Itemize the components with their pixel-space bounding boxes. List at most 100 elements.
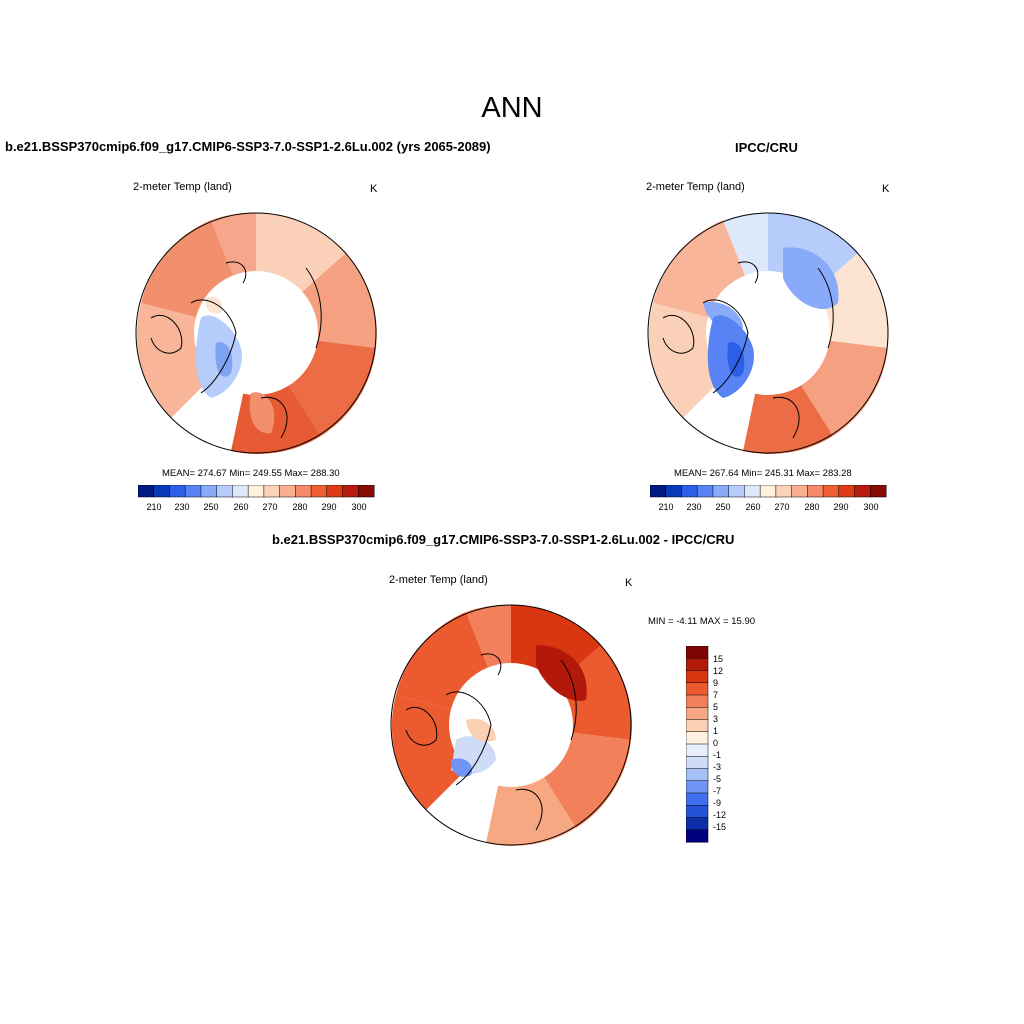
- left-colorbar-ticks: 210 230 250 260 270 280 290 300: [146, 502, 366, 512]
- colorbar-cell: [232, 485, 249, 498]
- colorbar-cell: [263, 485, 281, 498]
- diff-tick-label: -5: [713, 774, 721, 784]
- right-tick-label: 230: [686, 502, 701, 512]
- diff-panel-title: b.e21.BSSP370cmip6.f09_g17.CMIP6-SSP3-7.…: [272, 532, 735, 547]
- diff-tick-label: -7: [713, 786, 721, 796]
- diff-tick-label: 3: [713, 714, 718, 724]
- right-colorbar-ticks: 210 230 250 260 270 280 290 300: [658, 502, 878, 512]
- diff-tick-label: 15: [713, 654, 723, 664]
- diff-colorbar-cell: [686, 682, 709, 696]
- colorbar-cell: [279, 485, 296, 498]
- right-colorbar: 210 230 250 260 270 280 290 300: [650, 485, 887, 512]
- colorbar-cell: [169, 485, 186, 498]
- diff-colorbar-ticks: 15 12 9 7 5 3 1 0 -1 -3 -5 -7 -9 -12 -15: [713, 654, 726, 832]
- colorbar-cell: [295, 485, 312, 498]
- colorbar-cell: [216, 485, 233, 498]
- diff-tick-label: 9: [713, 678, 718, 688]
- diff-tick-label: -1: [713, 750, 721, 760]
- left-tick-label: 230: [174, 502, 189, 512]
- diff-tick-label: -9: [713, 798, 721, 808]
- right-tick-label: 280: [804, 502, 819, 512]
- diff-colorbar-cell: [686, 780, 709, 794]
- colorbar-cell: [807, 485, 824, 498]
- right-tick-label: 210: [658, 502, 673, 512]
- colorbar-cell: [744, 485, 761, 498]
- right-units-label: K: [882, 183, 890, 195]
- diff-colorbar-cell: [686, 646, 709, 659]
- diff-colorbar-cell: [686, 817, 709, 831]
- colorbar-cell: [342, 485, 359, 498]
- right-tick-label: 300: [863, 502, 878, 512]
- colorbar-cell: [759, 485, 777, 498]
- diff-units-label: K: [625, 577, 633, 589]
- colorbar-cell: [854, 485, 871, 498]
- right-tick-label: 260: [745, 502, 760, 512]
- left-tick-label: 210: [146, 502, 161, 512]
- left-units-label: K: [370, 183, 378, 195]
- diff-tick-label: 1: [713, 726, 718, 736]
- diff-colorbar-cell: [686, 707, 709, 721]
- diff-colorbar-cell: [686, 743, 709, 757]
- diff-colorbar-cell: [686, 768, 709, 782]
- colorbar-cell: [791, 485, 808, 498]
- diff-tick-label: 0: [713, 738, 718, 748]
- colorbar-cell: [775, 485, 793, 498]
- right-map-boundary: [647, 212, 889, 454]
- diff-colorbar-cell: [686, 670, 709, 684]
- diff-colorbar-cell: [686, 829, 709, 843]
- colorbar-cell: [681, 485, 698, 498]
- colorbar-cell: [822, 485, 840, 498]
- left-polar-map: [135, 212, 377, 455]
- right-colorbar-cells: [650, 485, 887, 498]
- diff-colorbar-cell: [686, 805, 709, 819]
- left-variable-label: 2-meter Temp (land): [133, 181, 232, 193]
- right-map-fill: [648, 212, 889, 455]
- diff-tick-label: 5: [713, 702, 718, 712]
- diff-colorbar-cell: [686, 756, 709, 770]
- left-map-fill: [136, 212, 377, 455]
- right-tick-label: 270: [774, 502, 789, 512]
- right-panel-title: IPCC/CRU: [735, 140, 798, 155]
- left-stats: MEAN= 274.67 Min= 249.55 Max= 288.30: [162, 468, 340, 479]
- colorbar-cell: [200, 485, 218, 498]
- left-colorbar-cells: [138, 485, 375, 498]
- diff-coastlines: [405, 653, 577, 831]
- left-tick-label: 250: [203, 502, 218, 512]
- diff-colorbar-cell: [686, 658, 709, 672]
- right-coastlines: [662, 261, 834, 439]
- main-title: ANN: [481, 92, 543, 124]
- diff-polar-map: [390, 604, 632, 847]
- right-stats: MEAN= 267.64 Min= 245.31 Max= 283.28: [674, 468, 852, 479]
- diff-tick-label: 7: [713, 690, 718, 700]
- left-panel-title: b.e21.BSSP370cmip6.f09_g17.CMIP6-SSP3-7.…: [5, 139, 491, 154]
- right-tick-label: 250: [715, 502, 730, 512]
- colorbar-cell: [728, 485, 745, 498]
- right-polar-map: [647, 212, 889, 455]
- diff-colorbar-cell: [686, 694, 709, 708]
- colorbar-cell: [665, 485, 683, 498]
- diff-colorbar-cells: [686, 646, 709, 843]
- diff-map-fill: [391, 604, 632, 847]
- colorbar-cell: [696, 485, 714, 498]
- left-tick-label: 290: [321, 502, 336, 512]
- diff-colorbar-cell: [686, 792, 709, 806]
- diff-tick-label: -12: [713, 810, 726, 820]
- right-variable-label: 2-meter Temp (land): [646, 181, 745, 193]
- diff-tick-label: 12: [713, 666, 723, 676]
- left-tick-label: 280: [292, 502, 307, 512]
- colorbar-cell: [310, 485, 328, 498]
- left-tick-label: 260: [233, 502, 248, 512]
- left-tick-label: 270: [262, 502, 277, 512]
- colorbar-cell: [247, 485, 265, 498]
- diff-tick-label: -15: [713, 822, 726, 832]
- colorbar-cell: [870, 485, 887, 498]
- right-tick-label: 290: [833, 502, 848, 512]
- colorbar-cell: [326, 485, 344, 498]
- colorbar-cell: [184, 485, 202, 498]
- colorbar-cell: [153, 485, 171, 498]
- colorbar-cell: [138, 485, 155, 498]
- left-coastlines: [150, 261, 322, 439]
- left-tick-label: 300: [351, 502, 366, 512]
- diff-map-boundary: [390, 604, 632, 846]
- colorbar-cell: [838, 485, 856, 498]
